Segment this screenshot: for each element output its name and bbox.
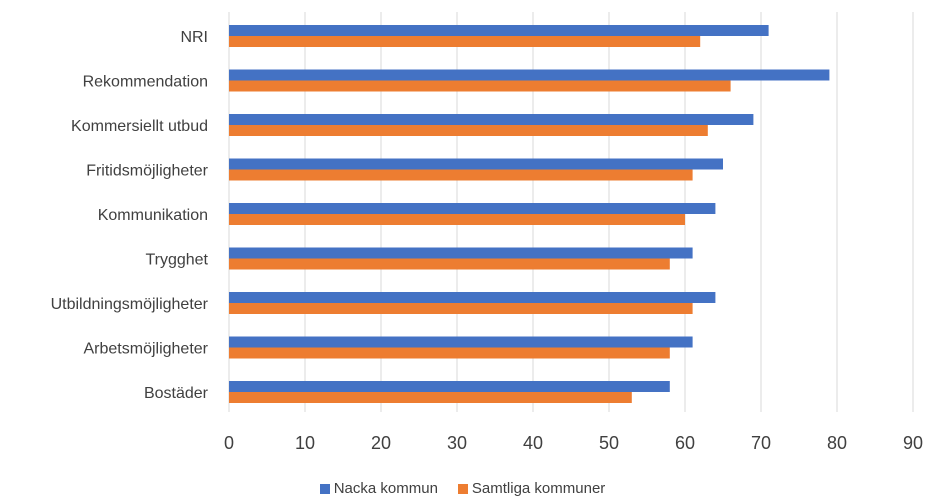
legend: Nacka kommun Samtliga kommuner (0, 480, 925, 497)
x-tick-label: 10 (295, 433, 315, 453)
bar-nacka-5 (229, 247, 693, 259)
category-label: Kommersiellt utbud (71, 118, 208, 135)
category-labels: NRI Rekommendation Kommersiellt utbud Friti… (51, 29, 209, 402)
category-label: Kommunikation (98, 207, 208, 224)
legend-swatch-nacka (319, 483, 330, 494)
bar-nacka-0 (229, 25, 769, 36)
category-label: NRI (180, 29, 208, 46)
x-tick-label: 70 (751, 433, 771, 453)
bar-samtliga-8 (229, 392, 632, 403)
x-tick-label: 80 (827, 433, 847, 453)
bar-samtliga-1 (229, 80, 731, 92)
bar-samtliga-5 (229, 258, 670, 270)
bars (229, 25, 830, 403)
legend-item-samtliga: Samtliga kommuner (457, 480, 606, 497)
bar-nacka-8 (229, 381, 670, 392)
legend-label-nacka: Nacka kommun (333, 480, 438, 497)
legend-swatch-samtliga (457, 483, 468, 494)
category-label: Trygghet (145, 252, 208, 269)
bar-nacka-4 (229, 203, 716, 214)
category-label: Bostäder (144, 385, 209, 402)
bar-chart: NRI Rekommendation Kommersiellt utbud Friti… (51, 12, 923, 453)
bar-samtliga-7 (229, 347, 670, 359)
bar-samtliga-4 (229, 214, 685, 225)
bar-nacka-7 (229, 336, 693, 348)
x-tick-label: 0 (224, 433, 234, 453)
bar-samtliga-0 (229, 36, 701, 47)
legend-label-samtliga: Samtliga kommuner (471, 480, 606, 497)
category-label: Utbildningsmöjligheter (51, 296, 209, 313)
x-tick-label: 20 (371, 433, 391, 453)
category-label: Fritidsmöjligheter (86, 163, 208, 180)
category-label: Rekommendation (83, 74, 208, 91)
bar-nacka-2 (229, 114, 754, 125)
x-tick-label: 40 (523, 433, 543, 453)
x-tick-label: 90 (903, 433, 923, 453)
bar-nacka-6 (229, 292, 716, 303)
bar-samtliga-6 (229, 303, 693, 314)
x-tick-label: 50 (599, 433, 619, 453)
legend-item-nacka: Nacka kommun (319, 480, 438, 497)
bar-samtliga-3 (229, 169, 693, 181)
category-label: Arbetsmöjligheter (84, 341, 209, 358)
x-tick-labels: 0 10 20 30 40 50 60 70 80 90 (224, 433, 923, 453)
bar-nacka-3 (229, 158, 723, 170)
bar-samtliga-2 (229, 125, 708, 136)
bar-nacka-1 (229, 69, 830, 81)
x-tick-label: 60 (675, 433, 695, 453)
x-tick-label: 30 (447, 433, 467, 453)
